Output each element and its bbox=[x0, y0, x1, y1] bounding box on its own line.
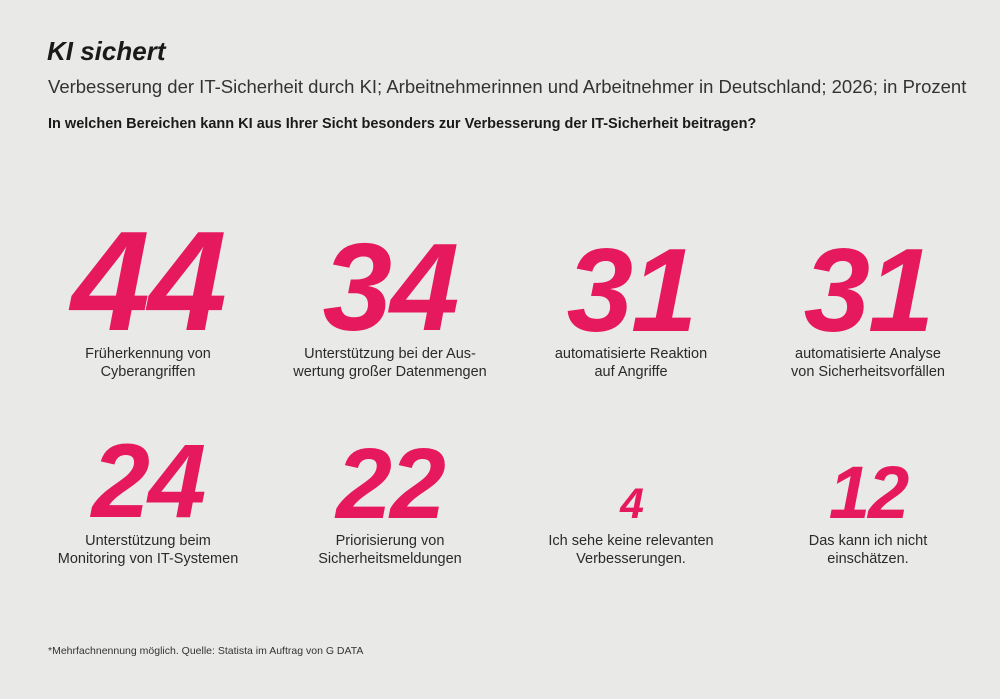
chart-subtitle: Verbesserung der IT-Sicherheit durch KI;… bbox=[48, 76, 967, 97]
stat-label: automatisierte Reaktion auf Angriffe bbox=[554, 346, 708, 380]
stat-value: 24 bbox=[91, 422, 207, 540]
stat-label: Das kann ich nicht einschätzen. bbox=[808, 533, 928, 567]
stat-value: 31 bbox=[803, 223, 935, 357]
stat-label: Unterstützung beim Monitoring von IT-Sys… bbox=[57, 533, 239, 567]
survey-question: In welchen Bereichen kann KI aus Ihrer S… bbox=[48, 116, 757, 132]
stat-label: Früherkennung von Cyberangriffen bbox=[85, 346, 211, 380]
stat-label: automatisierte Analyse von Sicherheitsvo… bbox=[791, 346, 945, 380]
stat-value: 44 bbox=[71, 201, 227, 361]
stat-value: 22 bbox=[336, 427, 446, 540]
stat-value: 4 bbox=[620, 480, 644, 529]
stat-value: 12 bbox=[828, 451, 910, 535]
stat-value: 34 bbox=[322, 217, 460, 357]
footnote: *Mehrfachnennung möglich. Quelle: Statis… bbox=[48, 645, 364, 657]
chart-title: KI sichert bbox=[47, 36, 166, 66]
stat-label: Priorisierung von Sicherheitsmeldungen bbox=[318, 533, 462, 567]
stat-label: Ich sehe keine relevanten Verbesserungen… bbox=[548, 533, 714, 567]
stat-value: 31 bbox=[566, 223, 698, 357]
stat-label: Unterstützung bei der Aus- wertung große… bbox=[293, 346, 487, 380]
